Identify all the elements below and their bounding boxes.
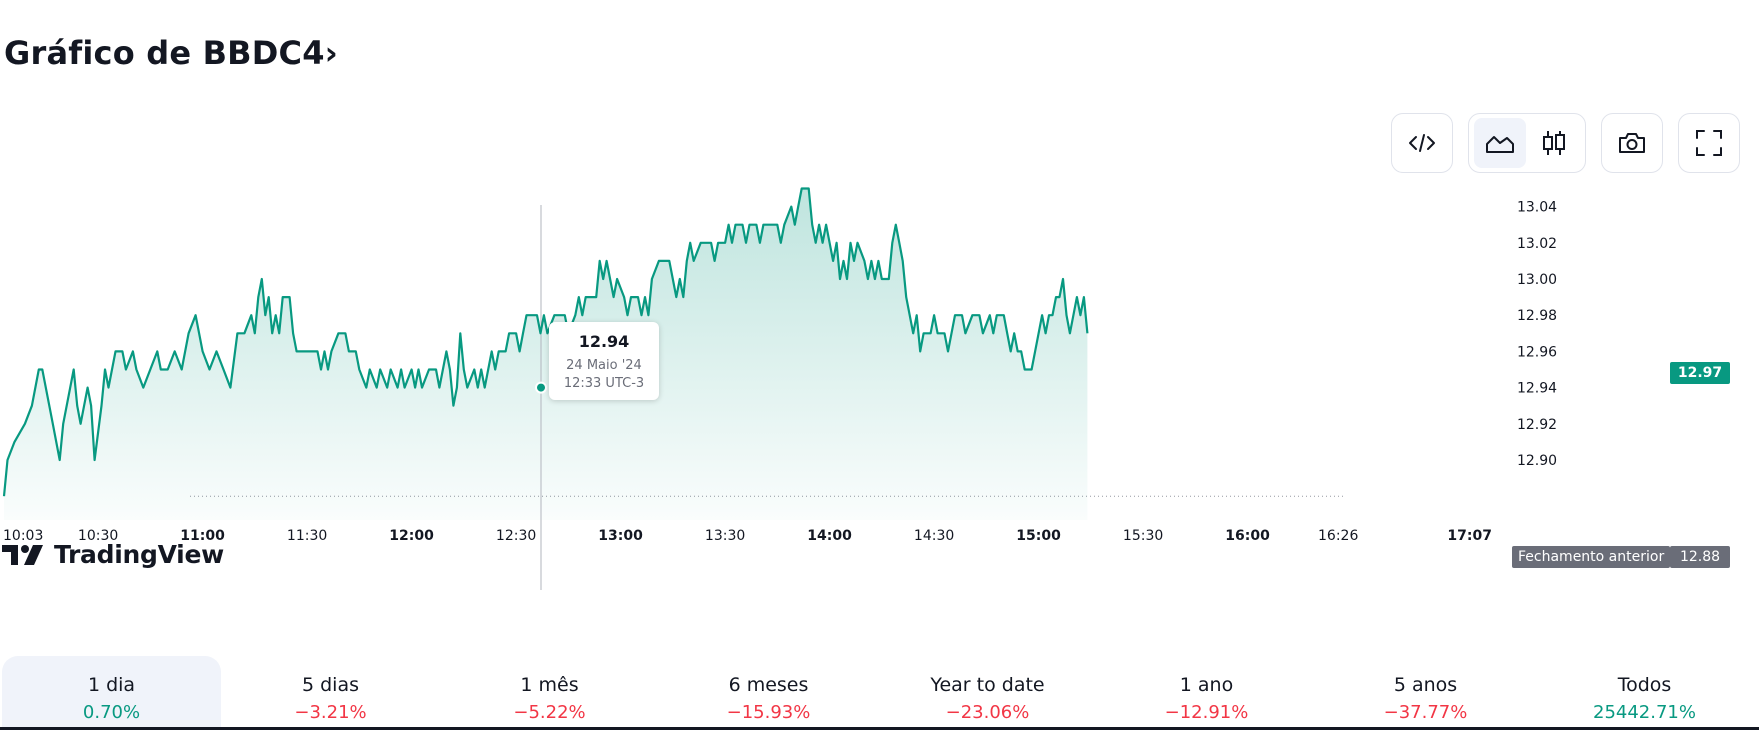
x-tick-label: 13:00 <box>598 528 643 544</box>
title-text[interactable]: Gráfico de BBDC4 <box>4 34 325 72</box>
tooltip-time: 12:33 UTC-3 <box>563 376 645 391</box>
period-tab[interactable]: 5 dias −3.21% <box>221 656 440 730</box>
page-title[interactable]: Gráfico de BBDC4› <box>4 34 338 72</box>
y-tick-label: 12.92 <box>1517 417 1557 433</box>
period-change: 0.70% <box>82 702 141 723</box>
y-tick-label: 12.96 <box>1517 344 1557 360</box>
previous-close-value: 12.88 <box>1670 546 1730 568</box>
title-chevron-icon[interactable]: › <box>324 34 339 72</box>
period-label: 1 ano <box>1179 674 1234 696</box>
area-chart-icon <box>1486 136 1514 153</box>
embed-button-group <box>1391 113 1453 173</box>
camera-icon <box>1619 133 1645 153</box>
period-label: 6 meses <box>728 674 809 696</box>
period-label: 5 anos <box>1393 674 1458 696</box>
price-line <box>2 187 1089 497</box>
price-chart[interactable]: 13.04 13.02 13.00 12.98 12.96 12.94 12.92 12.90… <box>0 180 1759 620</box>
period-tab[interactable]: Year to date −23.06% <box>878 656 1097 730</box>
y-tick-label: 12.98 <box>1517 308 1557 324</box>
hover-point <box>535 381 547 394</box>
period-change: −37.77% <box>1383 702 1468 723</box>
x-tick-label: 16:00 <box>1225 528 1270 544</box>
x-tick-label: 16:26 <box>1318 528 1358 544</box>
y-tick-label: 13.04 <box>1517 200 1557 216</box>
x-tick-label: 15:00 <box>1016 528 1061 544</box>
candlestick-icon <box>1543 131 1565 155</box>
x-tick-label: 15:30 <box>1123 528 1163 544</box>
x-tick-label: 10:03 <box>3 528 43 544</box>
x-tick-label: 11:00 <box>180 528 225 544</box>
candlestick-chart-button[interactable] <box>1528 118 1580 168</box>
y-tick-label: 13.00 <box>1517 272 1557 288</box>
period-tab[interactable]: 1 mês −5.22% <box>440 656 659 730</box>
chart-type-switcher <box>1468 113 1586 173</box>
area-chart-button[interactable] <box>1474 118 1526 168</box>
snapshot-button-group <box>1601 113 1663 173</box>
x-tick-label: 12:30 <box>496 528 536 544</box>
period-tab[interactable]: 6 meses −15.93% <box>659 656 878 730</box>
bottom-border <box>0 727 1759 730</box>
period-label: Todos <box>1617 674 1672 696</box>
snapshot-button[interactable] <box>1606 118 1658 168</box>
tooltip-price: 12.94 <box>578 332 630 351</box>
period-change: 25442.71% <box>1593 702 1696 723</box>
previous-close-label: Fechamento anterior <box>1512 546 1671 568</box>
x-tick-label: 11:30 <box>287 528 327 544</box>
period-tab[interactable]: 5 anos −37.77% <box>1316 656 1535 730</box>
x-tick-label: 14:30 <box>914 528 954 544</box>
period-change: −23.06% <box>945 702 1030 723</box>
period-change: −3.21% <box>294 702 367 723</box>
period-change: −5.22% <box>513 702 586 723</box>
period-label: Year to date <box>930 674 1045 696</box>
x-tick-label: 13:30 <box>705 528 745 544</box>
period-label: 1 dia <box>87 674 136 696</box>
period-selector: 1 dia 0.70% 5 dias −3.21% 1 mês −5.22% 6… <box>2 656 1754 730</box>
price-tooltip: 12.94 24 Maio '24 12:33 UTC-3 <box>549 322 659 400</box>
x-tick-label: 12:00 <box>389 528 434 544</box>
period-label: 1 mês <box>520 674 579 696</box>
period-change: −12.91% <box>1164 702 1249 723</box>
period-tab[interactable]: 1 dia 0.70% <box>2 656 221 730</box>
tradingview-logo-icon <box>2 544 43 565</box>
tooltip-date: 24 Maio '24 <box>566 358 642 373</box>
period-tab[interactable]: 1 ano −12.91% <box>1097 656 1316 730</box>
x-tick-label: 17:07 <box>1447 528 1492 544</box>
fullscreen-button-group <box>1678 113 1740 173</box>
price-area <box>4 188 1088 520</box>
y-tick-label: 12.90 <box>1517 453 1557 469</box>
embed-button[interactable] <box>1396 118 1448 168</box>
x-tick-label: 10:30 <box>78 528 118 544</box>
last-price-badge: 12.97 <box>1670 362 1730 384</box>
tradingview-logo[interactable]: TradingView <box>2 540 224 569</box>
tradingview-logo-text: TradingView <box>54 540 224 569</box>
code-icon <box>1409 134 1435 152</box>
fullscreen-icon <box>1696 130 1722 156</box>
fullscreen-button[interactable] <box>1683 118 1735 168</box>
period-change: −15.93% <box>726 702 811 723</box>
y-tick-label: 12.94 <box>1517 381 1557 397</box>
period-label: 5 dias <box>301 674 359 696</box>
y-tick-label: 13.02 <box>1517 236 1557 252</box>
period-tab[interactable]: Todos 25442.71% <box>1535 656 1754 730</box>
x-tick-label: 14:00 <box>807 528 852 544</box>
